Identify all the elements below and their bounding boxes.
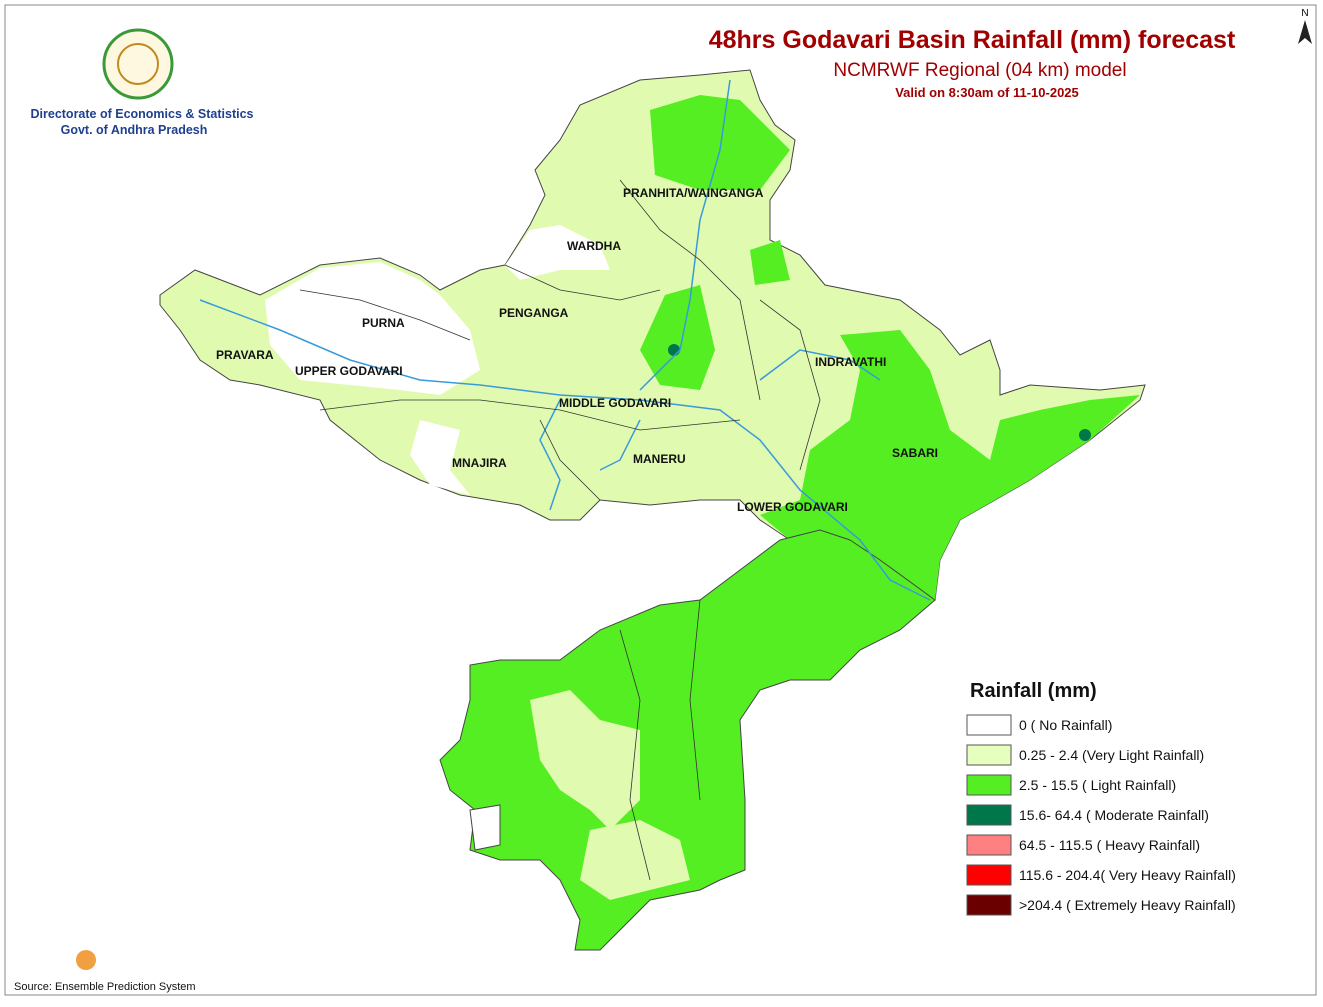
org-name: Directorate of Economics & Statistics	[31, 107, 254, 121]
legend-label: 64.5 - 115.5 ( Heavy Rainfall)	[1019, 837, 1200, 853]
eps-logo	[76, 950, 96, 970]
legend-swatch	[966, 804, 1012, 826]
basin-label: PURNA	[362, 316, 405, 330]
no-rain-area	[410, 420, 470, 495]
valid-date: Valid on 8:30am of 11-10-2025	[895, 85, 1079, 100]
subtitle: NCMRWF Regional (04 km) model	[833, 60, 1126, 81]
light-rain-area	[640, 285, 715, 390]
legend-label: 2.5 - 15.5 ( Light Rainfall)	[1019, 777, 1176, 793]
map	[159, 69, 1146, 951]
legend-title: Rainfall (mm)	[970, 680, 1097, 702]
legend-label: 0 ( No Rainfall)	[1019, 717, 1112, 733]
basin-label: MNAJIRA	[452, 456, 507, 470]
legend: 0 ( No Rainfall) 0.25 - 2.4 (Very Light R…	[966, 714, 1236, 916]
legend-label: 15.6- 64.4 ( Moderate Rainfall)	[1019, 807, 1209, 823]
org-govt: Govt. of Andhra Pradesh	[61, 123, 208, 137]
basin-label: PRAVARA	[216, 348, 274, 362]
legend-swatch	[966, 714, 1012, 736]
basin-label: LOWER GODAVARI	[737, 500, 848, 514]
legend-swatch	[966, 894, 1012, 916]
source: Source: Ensemble Prediction System	[14, 981, 196, 993]
legend-label: >204.4 ( Extremely Heavy Rainfall)	[1019, 897, 1236, 913]
legend-label: 0.25 - 2.4 (Very Light Rainfall)	[1019, 747, 1204, 763]
moderate-rain-area	[1079, 429, 1091, 441]
light-rain-area	[650, 95, 790, 190]
no-rain-area	[469, 804, 501, 851]
logo	[76, 28, 174, 970]
basin-label: MIDDLE GODAVARI	[559, 396, 671, 410]
basin-label: UPPER GODAVARI	[295, 364, 403, 378]
legend-label: 115.6 - 204.4( Very Heavy Rainfall)	[1019, 867, 1236, 883]
basin-label: SABARI	[892, 446, 938, 460]
moderate-rain-area	[668, 344, 680, 356]
no-rain-area	[505, 225, 610, 280]
legend-swatch	[966, 774, 1012, 796]
north-label: N	[1301, 8, 1308, 19]
legend-swatch	[966, 834, 1012, 856]
very-light-area	[580, 820, 690, 900]
rivers	[199, 79, 931, 601]
basin-label: MANERU	[633, 452, 686, 466]
legend-swatch	[966, 864, 1012, 886]
basin-boundaries	[299, 179, 821, 881]
title: 48hrs Godavari Basin Rainfall (mm) forec…	[709, 26, 1236, 54]
basin-label: INDRAVATHI	[815, 355, 886, 369]
north-arrow	[1298, 20, 1312, 44]
legend-swatch	[966, 744, 1012, 766]
no-rain-area	[265, 262, 480, 395]
light-rain-area	[750, 240, 790, 285]
very-light-area	[530, 690, 640, 830]
basin-label: WARDHA	[567, 239, 621, 253]
basin-label: PRANHITA/WAINGANGA	[623, 186, 764, 200]
basin-label: PENGANGA	[499, 306, 569, 320]
light-rain-area	[439, 529, 936, 951]
